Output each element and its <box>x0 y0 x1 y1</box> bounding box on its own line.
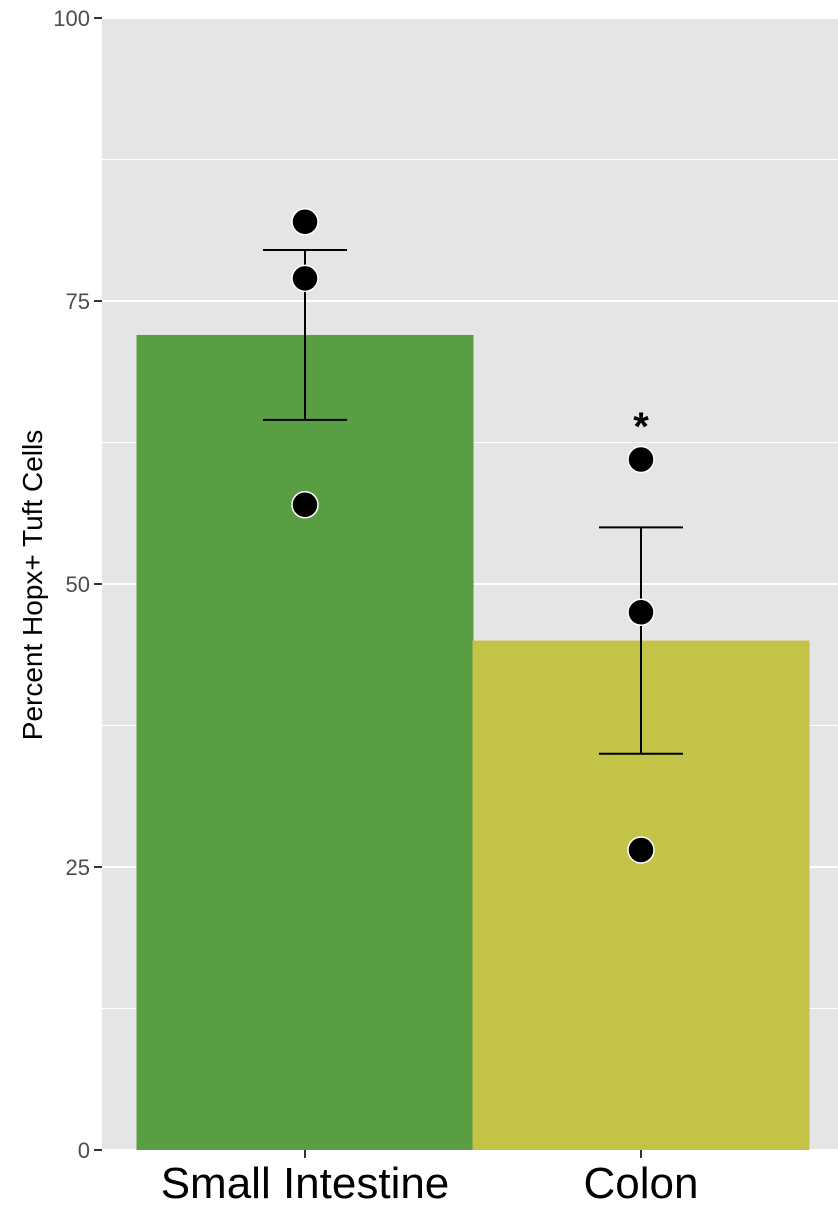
bar-small-intestine <box>136 334 474 1151</box>
y-tick-label: 100 <box>53 6 90 31</box>
data-point <box>291 264 319 293</box>
axes: 0 25 50 75 100 Small Intestine Colon <box>53 6 698 1208</box>
y-tick-label: 50 <box>66 572 90 597</box>
data-point <box>627 445 655 474</box>
significance-marker: * <box>633 405 649 449</box>
data-point <box>627 598 655 627</box>
x-tick-label: Colon <box>584 1159 699 1208</box>
y-tick-label: 75 <box>66 289 90 314</box>
y-tick-label: 25 <box>66 855 90 880</box>
y-tick-label: 0 <box>78 1138 90 1163</box>
data-point <box>291 208 319 236</box>
data-point <box>627 836 655 864</box>
x-tick-label: Small Intestine <box>161 1159 450 1208</box>
data-point <box>291 491 319 519</box>
annotations: * <box>633 405 649 449</box>
bars <box>136 334 810 1151</box>
data-points <box>291 208 655 864</box>
y-axis-label: Percent Hopx+ Tuft Cells <box>17 430 48 740</box>
